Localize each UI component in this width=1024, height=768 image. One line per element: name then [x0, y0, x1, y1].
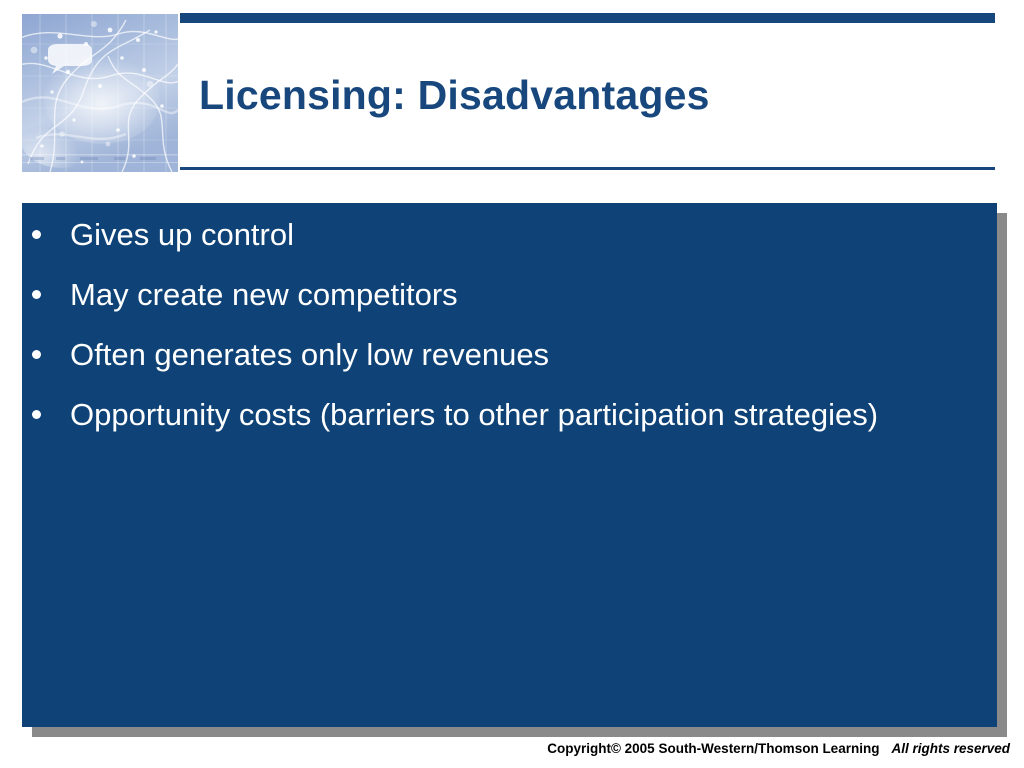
- bullet-dot-icon: [32, 290, 41, 299]
- page-title: Licensing: Disadvantages: [199, 72, 710, 118]
- list-item: Often generates only low revenues: [22, 334, 997, 376]
- bullet-dot-icon: [32, 230, 41, 239]
- title-top-accent-bar: [180, 13, 995, 23]
- bullet-text: Gives up control: [70, 217, 294, 252]
- list-item: May create new competitors: [22, 274, 997, 316]
- bullet-dot-icon: [32, 410, 41, 419]
- bullet-list: Gives up control May create new competit…: [22, 214, 997, 454]
- list-item: Gives up control: [22, 214, 997, 256]
- bullet-dot-icon: [32, 350, 41, 359]
- footer-rights-text: All rights reserved: [891, 741, 1010, 756]
- abstract-network-texture-image: [22, 14, 178, 172]
- bullet-text: May create new competitors: [70, 277, 458, 312]
- title-bottom-rule: [180, 167, 995, 170]
- bullet-text: Opportunity costs (barriers to other par…: [70, 397, 879, 432]
- list-item: Opportunity costs (barriers to other par…: [22, 394, 997, 436]
- bullet-text: Often generates only low revenues: [70, 337, 550, 372]
- footer: Copyright© 2005 South-Western/Thomson Le…: [0, 741, 1010, 756]
- footer-copyright-text: Copyright© 2005 South-Western/Thomson Le…: [547, 741, 880, 756]
- content-panel: Gives up control May create new competit…: [22, 203, 997, 727]
